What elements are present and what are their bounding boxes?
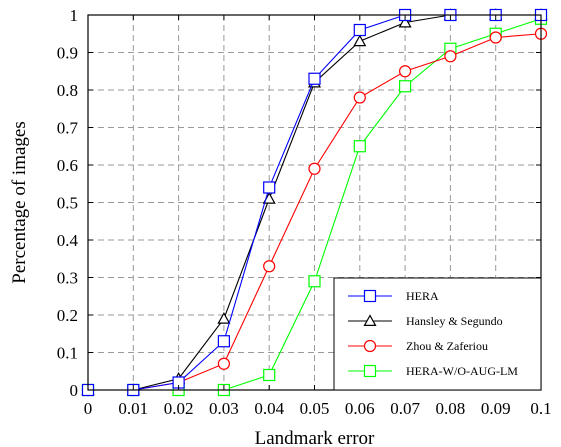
y-tick-label: 0.1 (57, 344, 78, 363)
data-point (217, 357, 230, 370)
x-tick-label: 0.06 (345, 399, 375, 418)
x-tick-label: 0.08 (436, 399, 466, 418)
x-tick-label: 0.01 (118, 399, 148, 418)
legend-label: Hansley & Segundo (406, 314, 503, 328)
data-point (308, 72, 321, 85)
x-tick-label: 0.05 (300, 399, 330, 418)
x-tick-label: 0.03 (209, 399, 239, 418)
data-point (308, 162, 321, 175)
data-point (217, 312, 231, 324)
data-point (353, 140, 366, 153)
data-point (263, 368, 276, 382)
data-point (489, 31, 502, 44)
data-point (399, 65, 412, 78)
y-tick-label: 0.5 (57, 194, 78, 213)
y-tick-label: 0.9 (57, 44, 78, 63)
legend-item: HERA (348, 289, 439, 303)
legend-item: Hansley & Segundo (348, 314, 503, 328)
y-tick-label: 1 (70, 6, 79, 25)
legend-item: HERA-W/O-AUG-LM (348, 364, 518, 378)
tick-marks (87, 14, 542, 391)
data-point (444, 50, 457, 63)
data-point (398, 15, 412, 28)
data-point (217, 335, 230, 348)
y-tick-label: 0.2 (57, 306, 78, 325)
data-point (353, 91, 366, 104)
y-tick-label: 0.3 (57, 269, 78, 288)
y-tick-labels: 0 0.1 0.2 0.3 0.4 0.5 0.6 0.7 0.8 0.9 1 (57, 6, 79, 400)
x-tick-label: 0.09 (481, 399, 511, 418)
legend-label: Zhou & Zaferiou (406, 339, 488, 353)
legend-marker (363, 289, 377, 303)
legend-label: HERA (406, 289, 439, 303)
x-tick-label: 0.04 (254, 399, 284, 418)
data-point (353, 34, 367, 47)
x-tick-label: 0.1 (530, 399, 551, 418)
legend-marker (363, 364, 377, 378)
legend-marker (363, 314, 377, 326)
legend: HERA Hansley & Segundo Zhou & Zaferiou HERA… (333, 277, 542, 391)
y-tick-label: 0.7 (57, 119, 79, 138)
y-tick-label: 0.4 (57, 231, 79, 250)
legend-marker (363, 339, 377, 353)
legend-label: HERA-W/O-AUG-LM (406, 364, 518, 378)
y-tick-label: 0 (70, 381, 79, 400)
x-tick-labels: 0 0.01 0.02 0.03 0.04 0.05 0.06 0.07 0.08 0.09 0.1 (84, 399, 552, 418)
data-point (263, 181, 276, 194)
data-point (263, 260, 276, 273)
y-tick-label: 0.6 (57, 156, 78, 175)
x-tick-label: 0 (84, 399, 93, 418)
x-tick-label: 0.07 (390, 399, 420, 418)
x-tick-label: 0.02 (164, 399, 194, 418)
x-axis-label: Landmark error (255, 428, 375, 447)
data-point (399, 80, 412, 93)
data-point (308, 275, 321, 288)
y-tick-label: 0.8 (57, 81, 78, 100)
legend-item: Zhou & Zaferiou (348, 339, 488, 353)
data-point (353, 23, 366, 37)
y-axis-label: Percentage of images (9, 121, 30, 283)
